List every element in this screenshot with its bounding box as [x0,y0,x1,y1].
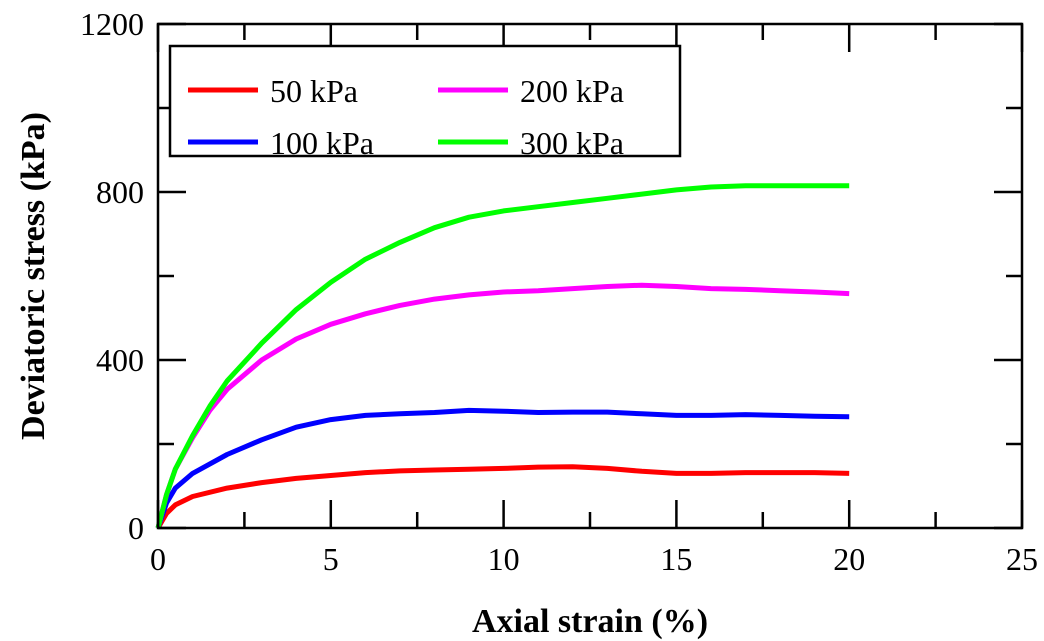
x-tick-label: 5 [323,541,339,577]
y-tick-label: 0 [128,510,144,546]
series-line-100-kPa [155,407,850,529]
x-axis-label: Axial strain (%) [472,603,708,640]
x-tick-label: 20 [833,541,865,577]
series-line-50-kPa [155,464,850,530]
x-tick-label: 25 [1006,541,1038,577]
legend-label-100: 100 kPa [270,125,374,161]
legend: 50 kPa 100 kPa 200 kPa 300 kPa [168,44,682,161]
x-tick-label: 15 [660,541,692,577]
x-tick-label: 0 [150,541,166,577]
y-tick-label: 1200 [80,6,144,42]
legend-box [168,44,682,158]
x-tick-label: 10 [488,541,520,577]
series-line-200-kPa [155,282,850,529]
y-axis-label: Deviatoric stress (kPa) [15,112,52,440]
y-tick-label: 400 [96,342,144,378]
series-line-300-kPa [155,183,850,529]
y-tick-label: 800 [96,174,144,210]
legend-label-50: 50 kPa [270,73,358,109]
legend-label-300: 300 kPa [520,125,624,161]
legend-label-200: 200 kPa [520,73,624,109]
